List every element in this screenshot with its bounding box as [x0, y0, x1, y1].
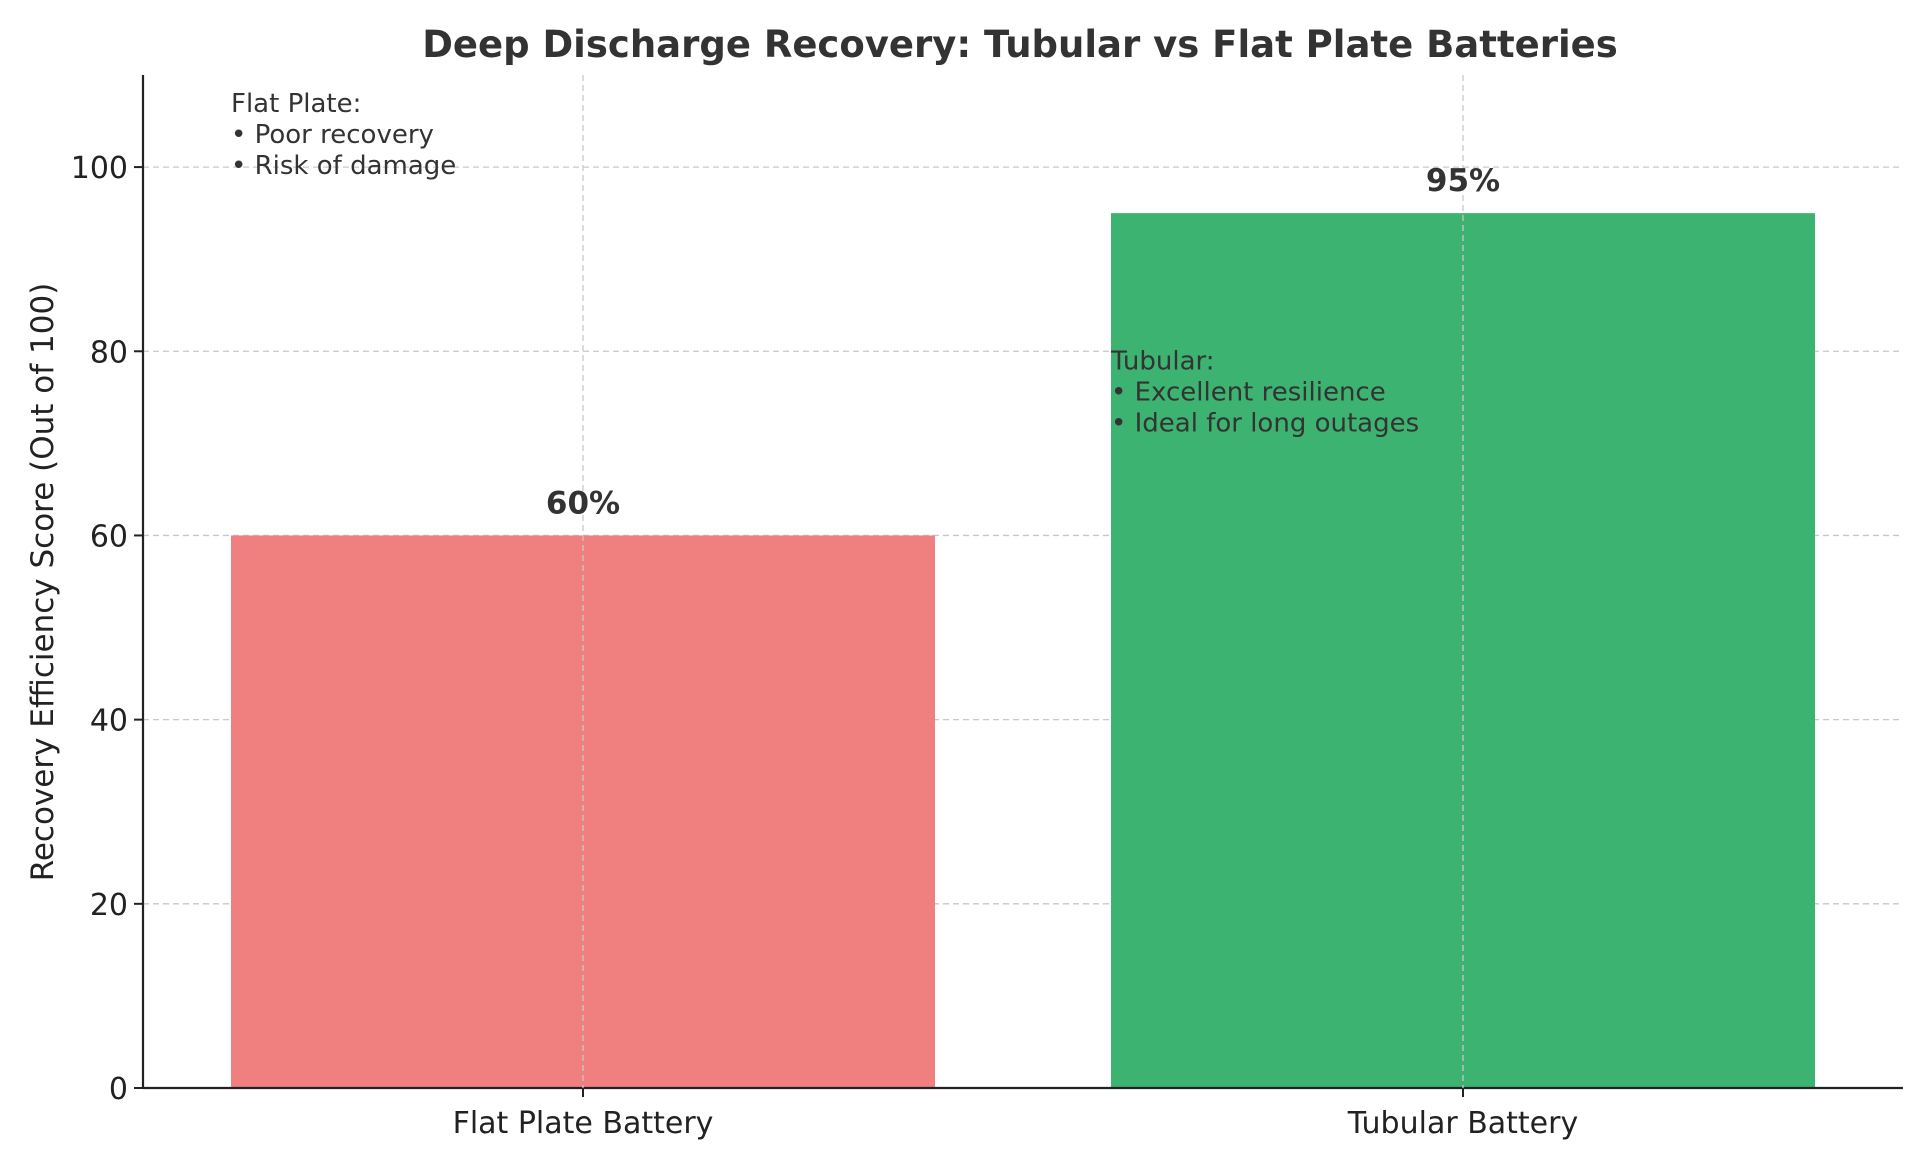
bar-value-label: 95% [1426, 163, 1500, 199]
y-tick-label: 100 [71, 151, 128, 186]
chart-title: Deep Discharge Recovery: Tubular vs Flat… [422, 23, 1618, 66]
x-tick-label: Flat Plate Battery [453, 1106, 714, 1141]
y-tick-label: 80 [90, 335, 128, 370]
bar-value-label: 60% [546, 485, 620, 521]
annotations-layer: Flat Plate:• Poor recovery• Risk of dama… [231, 89, 1419, 439]
annotation-line: • Ideal for long outages [1111, 409, 1419, 439]
axes-layer [134, 75, 1903, 1097]
annotation-flat-plate: Flat Plate:• Poor recovery• Risk of dama… [231, 89, 456, 181]
annotation-line: • Poor recovery [231, 120, 434, 150]
bars-layer [231, 213, 1815, 1089]
annotation-line: • Risk of damage [231, 151, 456, 181]
annotation-tubular: Tubular:• Excellent resilience• Ideal fo… [1110, 347, 1419, 439]
y-tick-label: 20 [90, 888, 128, 923]
x-tick-label: Tubular Battery [1347, 1106, 1578, 1141]
annotation-line: • Excellent resilience [1111, 378, 1386, 408]
y-tick-label: 40 [90, 704, 128, 739]
labels-layer: 0 20 40 60 80 100 Flat Plate Battery Tubular Ba… [71, 75, 1578, 1141]
annotation-line: Tubular: [1110, 347, 1215, 377]
annotation-line: Flat Plate: [231, 89, 361, 119]
y-tick-label: 0 [109, 1072, 128, 1107]
y-tick-label: 60 [90, 519, 128, 554]
y-axis-label: Recovery Efficiency Score (Out of 100) [25, 283, 61, 882]
